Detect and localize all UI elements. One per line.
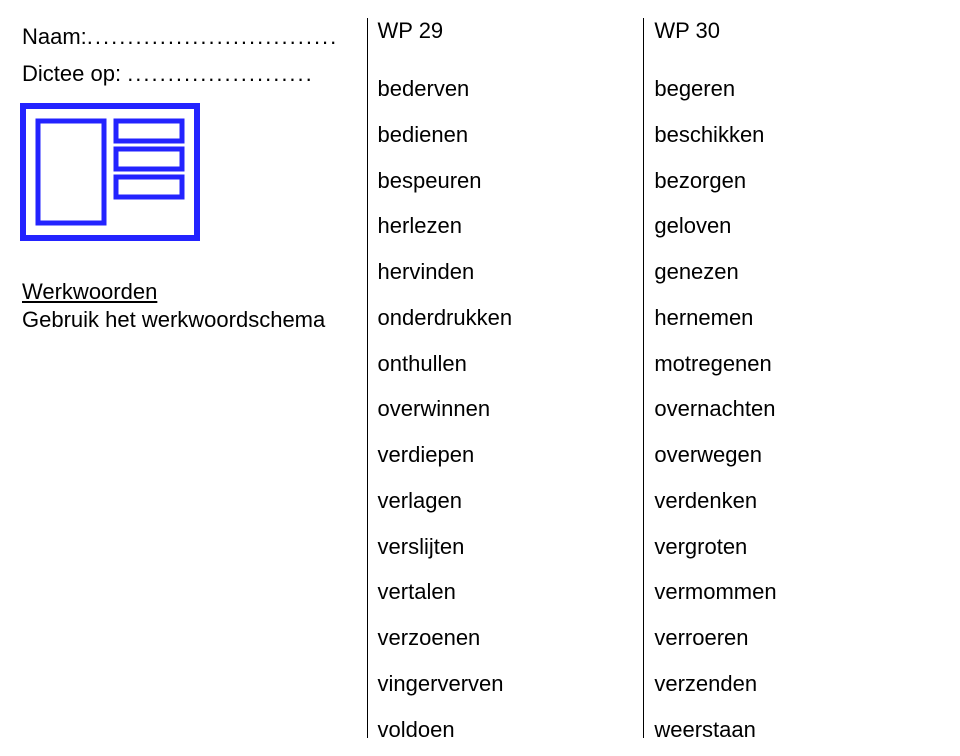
description: Werkwoorden Gebruik het werkwoordschema	[22, 279, 367, 333]
word-item: vermommen	[654, 569, 930, 615]
dictee-field: Dictee op:	[22, 55, 367, 92]
word-item: hervinden	[378, 249, 644, 295]
word-item: geloven	[654, 203, 930, 249]
word-item: vertalen	[378, 569, 644, 615]
word-item: verdenken	[654, 478, 930, 524]
word-item: overwegen	[654, 432, 930, 478]
word-item: bedienen	[378, 112, 644, 158]
dictee-label: Dictee op:	[22, 61, 121, 86]
word-item: beschikken	[654, 112, 930, 158]
word-item: bespeuren	[378, 158, 644, 204]
word-item: genezen	[654, 249, 930, 295]
word-item: verlagen	[378, 478, 644, 524]
word-item: motregenen	[654, 341, 930, 387]
word-item: vingerverven	[378, 661, 644, 707]
word-item: verdiepen	[378, 432, 644, 478]
word-item: onderdrukken	[378, 295, 644, 341]
word-item: bederven	[378, 66, 644, 112]
word-item: verslijten	[378, 524, 644, 570]
schema-icon	[20, 103, 367, 247]
left-column: Naam: Dictee op: Werkwoorden Gebruik het…	[22, 18, 367, 738]
mid-heading: WP 29	[378, 18, 644, 44]
word-item: hernemen	[654, 295, 930, 341]
word-item: overwinnen	[378, 386, 644, 432]
word-item: verzenden	[654, 661, 930, 707]
mid-column: WP 29 bederven bedienen bespeuren herlez…	[368, 18, 644, 738]
naam-label: Naam:	[22, 24, 87, 49]
desc-sub: Gebruik het werkwoordschema	[22, 307, 367, 333]
right-column: WP 30 begeren beschikken bezorgen gelove…	[644, 18, 930, 738]
naam-dots	[87, 24, 338, 49]
word-item: bezorgen	[654, 158, 930, 204]
word-item: vergroten	[654, 524, 930, 570]
word-item: voldoen	[378, 707, 644, 753]
word-item: overnachten	[654, 386, 930, 432]
dictee-dots	[127, 61, 314, 86]
word-item: herlezen	[378, 203, 644, 249]
word-item: begeren	[654, 66, 930, 112]
word-item: weerstaan	[654, 707, 930, 753]
naam-field: Naam:	[22, 18, 367, 55]
word-item: onthullen	[378, 341, 644, 387]
word-item: verroeren	[654, 615, 930, 661]
right-heading: WP 30	[654, 18, 930, 44]
word-item: verzoenen	[378, 615, 644, 661]
desc-title: Werkwoorden	[22, 279, 367, 305]
